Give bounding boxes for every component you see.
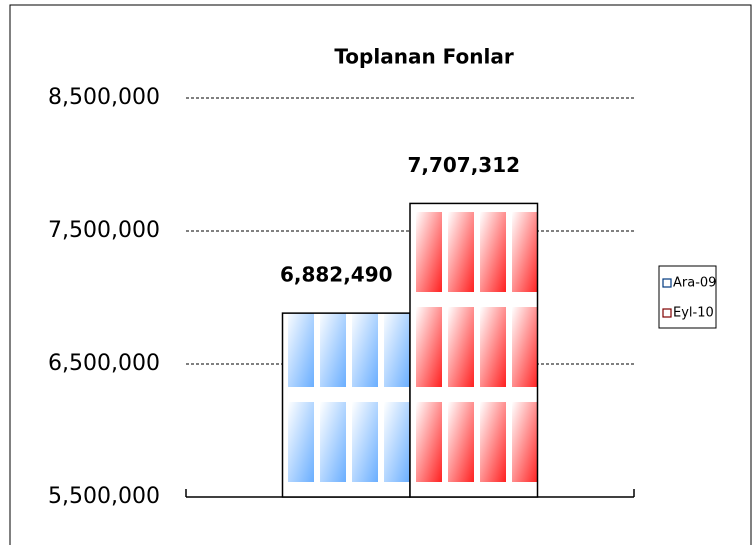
- bar: [281, 312, 411, 498]
- legend-box: [658, 265, 717, 329]
- y-tick-label: 6,500,000: [48, 351, 160, 376]
- y-tick-label: 8,500,000: [48, 85, 160, 110]
- chart-title: Toplanan Fonlar: [334, 45, 514, 69]
- bar: [409, 202, 539, 498]
- legend-swatch: [662, 308, 672, 318]
- legend-label: Ara-09: [673, 276, 716, 291]
- y-tick-label: 7,500,000: [48, 218, 160, 243]
- data-label: 6,882,490: [280, 263, 393, 287]
- data-label: 7,707,312: [407, 153, 520, 177]
- legend-label: Eyl-10: [673, 306, 714, 321]
- legend-swatch: [662, 278, 672, 288]
- y-tick-label: 5,500,000: [48, 484, 160, 509]
